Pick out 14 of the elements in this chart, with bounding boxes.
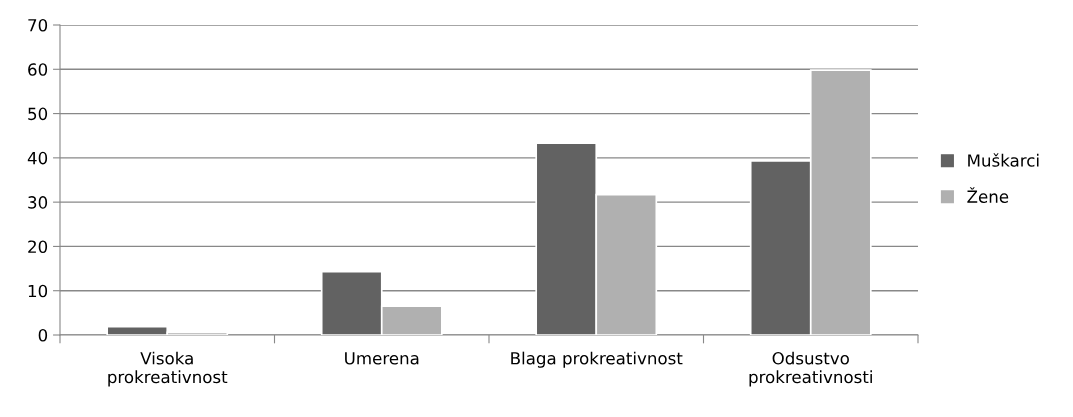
- y-tick-label: 50: [28, 107, 48, 121]
- x-tick-label: Odsustvo prokreativnosti: [749, 351, 872, 387]
- x-tick-label: Umerena: [345, 352, 419, 365]
- x-tick-label: Blaga prokreativnost: [511, 351, 683, 368]
- y-tick-label: 20: [28, 240, 48, 253]
- legend-label: Muškarci: [968, 153, 1039, 167]
- y-tick-label: 40: [27, 151, 48, 165]
- y-tick-label: 70: [28, 18, 48, 32]
- y-tick-label: 10: [28, 284, 48, 298]
- y-tick-label: 60: [28, 63, 48, 76]
- x-tick-label: Visoka prokreativnost: [108, 351, 228, 387]
- y-tick-label: 30: [28, 196, 48, 209]
- y-tick-label: 0: [38, 328, 48, 342]
- legend-label: Žene: [967, 187, 1009, 203]
